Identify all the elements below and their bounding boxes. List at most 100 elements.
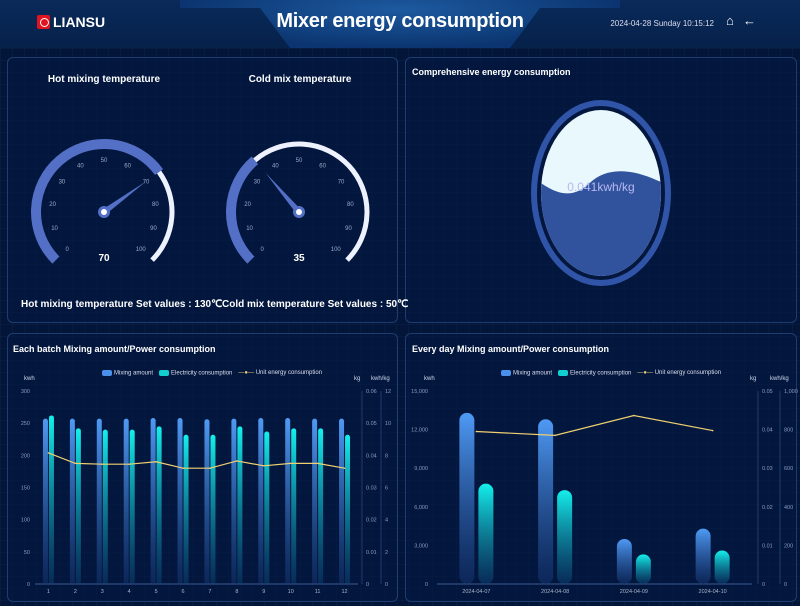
unit-energy-point bbox=[554, 434, 556, 437]
bar-mixing bbox=[150, 418, 156, 584]
y-tick-label: 100 bbox=[21, 518, 30, 524]
bar-mixing bbox=[339, 418, 345, 584]
unit-energy-point bbox=[289, 462, 292, 465]
y-axis-label-right2: kwh/kg bbox=[770, 376, 789, 382]
y-tick-label: 8 bbox=[385, 453, 388, 459]
y-tick-label: 300 bbox=[21, 389, 30, 395]
x-tick-label: 1 bbox=[47, 589, 50, 595]
x-tick-label: 7 bbox=[208, 589, 211, 595]
legend-label: Mixing amount bbox=[513, 370, 553, 377]
y-tick-label: 0.05 bbox=[762, 389, 773, 395]
unit-energy-point bbox=[633, 414, 635, 417]
gauge-tick-label: 20 bbox=[49, 202, 56, 208]
bar-electricity bbox=[318, 428, 324, 584]
gauge-hub-center bbox=[101, 209, 107, 215]
gauge-value: 70 bbox=[98, 253, 110, 264]
arrow-left-icon[interactable]: ← bbox=[743, 13, 756, 28]
y-axis-label-right: kg bbox=[354, 376, 360, 382]
y-tick-label: 0 bbox=[784, 582, 787, 588]
bar-mixing bbox=[69, 418, 75, 584]
temperature-panel bbox=[7, 57, 398, 323]
y-axis-label-left: kwh bbox=[424, 376, 435, 382]
y-tick-label: 12 bbox=[385, 389, 391, 395]
gauge-tick-label: 70 bbox=[338, 179, 345, 185]
bar-electricity bbox=[237, 426, 243, 584]
bar-electricity bbox=[557, 490, 573, 584]
unit-energy-point bbox=[74, 462, 77, 465]
unit-energy-line bbox=[48, 452, 345, 469]
x-tick-label: 12 bbox=[341, 589, 347, 595]
y-tick-label: 0 bbox=[762, 582, 765, 588]
unit-energy-point bbox=[236, 460, 238, 462]
y-tick-label: 2 bbox=[385, 550, 388, 556]
y-tick-label: 0.02 bbox=[762, 505, 773, 511]
y-tick-label: 0.02 bbox=[366, 518, 377, 524]
y-tick-label: 600 bbox=[784, 466, 793, 472]
legend-mixing[interactable]: Mixing amount bbox=[501, 370, 552, 377]
legend-unit[interactable]: —●— Unit energy consumption bbox=[238, 370, 323, 377]
y-tick-label: 200 bbox=[21, 453, 30, 459]
gauge-value: 35 bbox=[293, 253, 305, 264]
legend-unit[interactable]: —●— Unit energy consumption bbox=[637, 370, 722, 377]
gauge-tick-label: 10 bbox=[51, 226, 58, 232]
y-axis-label-right: kg bbox=[750, 376, 756, 382]
liquid-outer-ring bbox=[531, 100, 671, 286]
unit-energy-point bbox=[209, 467, 211, 470]
x-tick-label: 9 bbox=[262, 589, 265, 595]
gauge-tick-label: 30 bbox=[59, 179, 66, 185]
x-tick-label: 10 bbox=[288, 589, 294, 595]
daily-legend: Mixing amount Electricity consumption —●… bbox=[501, 370, 721, 377]
y-tick-label: 250 bbox=[21, 421, 30, 427]
gauge-tick-label: 70 bbox=[143, 179, 150, 185]
y-tick-label: 0.03 bbox=[366, 486, 377, 492]
legend-electricity[interactable]: Electricity consumption bbox=[159, 370, 232, 377]
gauge-tick-label: 40 bbox=[77, 164, 84, 170]
gauge-hub-center bbox=[296, 209, 302, 215]
gauge-tick-label: 60 bbox=[124, 164, 131, 170]
gauge-track-arc bbox=[253, 141, 370, 262]
energy-title: Comprehensive energy consumption bbox=[412, 67, 571, 77]
bar-electricity bbox=[48, 415, 54, 584]
bar-electricity bbox=[156, 426, 162, 584]
bar-electricity bbox=[129, 429, 135, 584]
y-tick-label: 3,000 bbox=[414, 543, 428, 549]
y-tick-label: 9,000 bbox=[414, 466, 428, 472]
legend-label: Unit energy consumption bbox=[255, 370, 323, 377]
y-tick-label: 0 bbox=[425, 582, 428, 588]
y-axis-label-left: kwh bbox=[24, 376, 35, 382]
bar-mixing bbox=[459, 412, 475, 584]
hot-gauge-title: Hot mixing temperature bbox=[47, 74, 161, 85]
bar-electricity bbox=[102, 429, 108, 584]
gauge-tick-label: 100 bbox=[136, 247, 147, 253]
y-tick-label: 6,000 bbox=[414, 505, 428, 511]
y-tick-label: 0 bbox=[366, 582, 369, 588]
bar-electricity bbox=[264, 431, 270, 584]
batch-legend: Mixing amount Electricity consumption —●… bbox=[102, 370, 322, 377]
bar-mixing bbox=[695, 528, 711, 584]
gauge-tick-label: 90 bbox=[150, 226, 157, 232]
y-tick-label: 15,000 bbox=[411, 389, 428, 395]
gauge-progress-arc bbox=[31, 139, 164, 264]
home-icon[interactable]: ⌂ bbox=[726, 13, 734, 28]
x-tick-label: 2024-04-09 bbox=[620, 589, 648, 595]
x-tick-label: 11 bbox=[315, 589, 321, 595]
logo-mark bbox=[37, 15, 50, 29]
legend-label: Electricity consumption bbox=[171, 370, 233, 377]
legend-electricity[interactable]: Electricity consumption bbox=[558, 370, 631, 377]
y-tick-label: 800 bbox=[784, 428, 793, 434]
y-tick-label: 1,000 bbox=[784, 389, 798, 395]
gauge-tick-label: 60 bbox=[319, 164, 326, 170]
gauge-tick-label: 50 bbox=[296, 158, 303, 164]
cold-setpoint: Cold mix temperature Set values : 50℃ bbox=[222, 299, 409, 310]
legend-mixing[interactable]: Mixing amount bbox=[102, 370, 153, 377]
bar-mixing bbox=[312, 418, 318, 584]
gauge-tick-label: 0 bbox=[261, 247, 265, 253]
x-tick-label: 2024-04-10 bbox=[699, 589, 727, 595]
y-tick-label: 0.03 bbox=[762, 466, 773, 472]
y-tick-label: 0.04 bbox=[762, 428, 773, 434]
bar-mixing bbox=[285, 418, 291, 584]
x-tick-label: 3 bbox=[101, 589, 104, 595]
legend-label: Mixing amount bbox=[114, 370, 154, 377]
gauge-progress-arc bbox=[226, 156, 259, 264]
x-tick-label: 6 bbox=[182, 589, 185, 595]
